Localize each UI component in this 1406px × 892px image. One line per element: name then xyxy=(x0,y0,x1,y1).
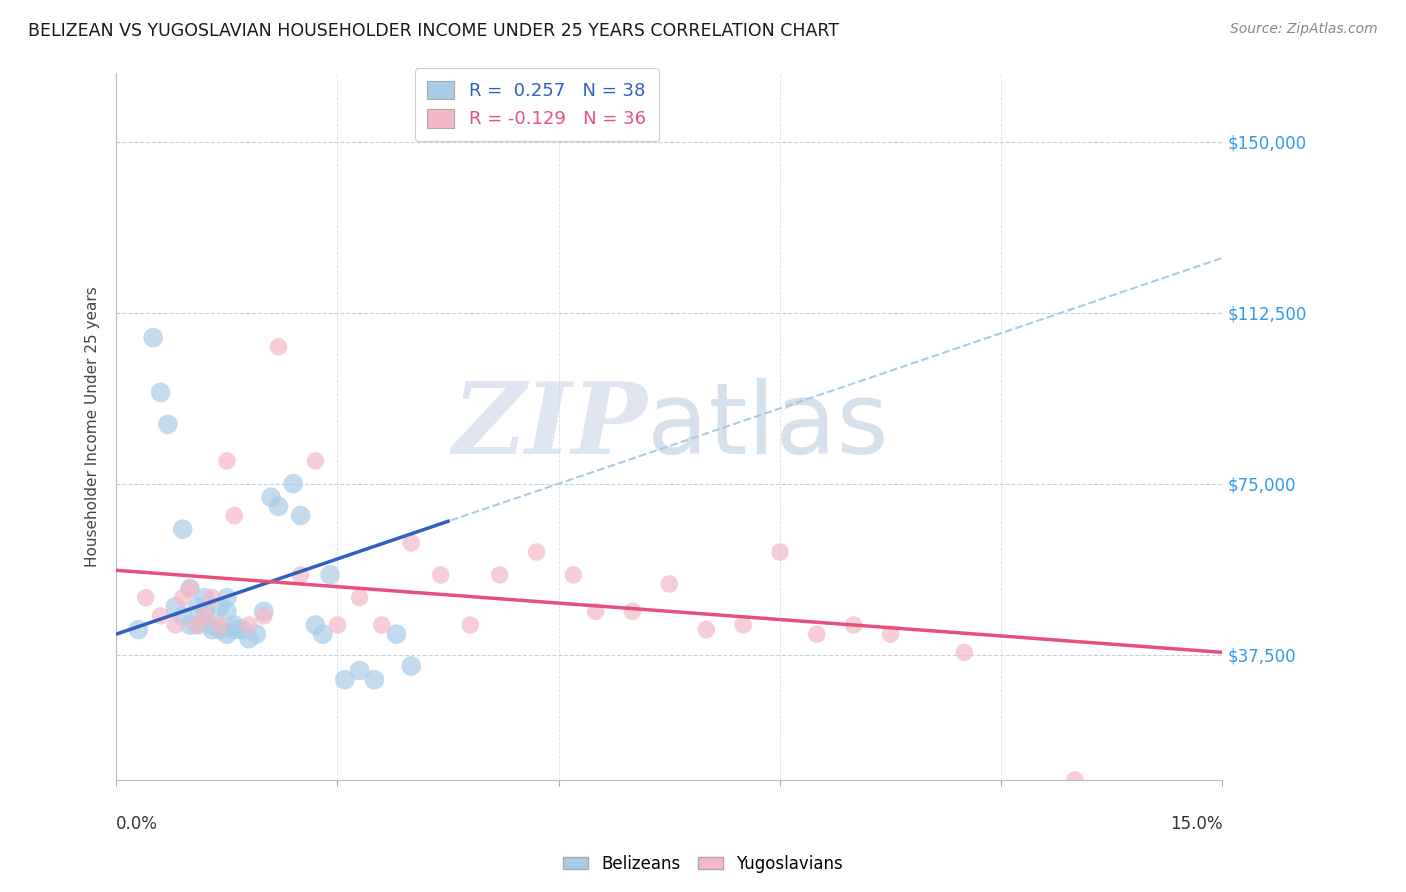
Point xyxy=(429,567,451,582)
Text: atlas: atlas xyxy=(647,378,889,475)
Point xyxy=(179,582,201,596)
Point xyxy=(326,618,349,632)
Point xyxy=(526,545,548,559)
Point xyxy=(585,604,607,618)
Point xyxy=(267,340,290,354)
Point xyxy=(399,536,422,550)
Point xyxy=(267,500,290,514)
Point xyxy=(127,623,149,637)
Point xyxy=(194,604,217,618)
Point xyxy=(142,331,165,345)
Point xyxy=(172,591,194,605)
Point xyxy=(172,608,194,623)
Point xyxy=(562,567,585,582)
Point xyxy=(842,618,865,632)
Point xyxy=(363,673,385,687)
Text: BELIZEAN VS YUGOSLAVIAN HOUSEHOLDER INCOME UNDER 25 YEARS CORRELATION CHART: BELIZEAN VS YUGOSLAVIAN HOUSEHOLDER INCO… xyxy=(28,22,839,40)
Point xyxy=(953,645,976,659)
Point xyxy=(879,627,901,641)
Point xyxy=(253,604,276,618)
Point xyxy=(260,491,283,505)
Point xyxy=(215,591,238,605)
Text: ZIP: ZIP xyxy=(453,378,647,475)
Point xyxy=(333,673,356,687)
Point xyxy=(238,618,260,632)
Point xyxy=(488,567,510,582)
Point xyxy=(385,627,408,641)
Point xyxy=(283,476,305,491)
Point xyxy=(458,618,481,632)
Point xyxy=(231,623,253,637)
Point xyxy=(201,618,224,632)
Point xyxy=(149,385,172,400)
Point xyxy=(290,567,312,582)
Point xyxy=(290,508,312,523)
Point xyxy=(349,664,371,678)
Point xyxy=(179,618,201,632)
Text: Source: ZipAtlas.com: Source: ZipAtlas.com xyxy=(1230,22,1378,37)
Point xyxy=(149,608,172,623)
Point xyxy=(695,623,717,637)
Point xyxy=(172,522,194,536)
Point xyxy=(215,604,238,618)
Point xyxy=(194,591,217,605)
Point xyxy=(253,608,276,623)
Point xyxy=(208,618,231,632)
Point xyxy=(156,417,179,432)
Point xyxy=(135,591,157,605)
Point xyxy=(186,618,208,632)
Point xyxy=(349,591,371,605)
Point xyxy=(186,599,208,614)
Y-axis label: Householder Income Under 25 years: Householder Income Under 25 years xyxy=(86,286,100,567)
Legend: Belizeans, Yugoslavians: Belizeans, Yugoslavians xyxy=(557,848,849,880)
Point xyxy=(399,659,422,673)
Point xyxy=(304,454,326,468)
Point xyxy=(201,623,224,637)
Point xyxy=(165,599,187,614)
Point xyxy=(224,508,246,523)
Point xyxy=(312,627,335,641)
Point xyxy=(658,577,681,591)
Point xyxy=(186,618,208,632)
Point xyxy=(733,618,755,632)
Point xyxy=(194,608,217,623)
Text: 15.0%: 15.0% xyxy=(1170,815,1222,833)
Point xyxy=(208,599,231,614)
Point xyxy=(245,627,267,641)
Point xyxy=(208,623,231,637)
Text: 0.0%: 0.0% xyxy=(117,815,157,833)
Point xyxy=(179,582,201,596)
Point xyxy=(371,618,394,632)
Legend: R =  0.257   N = 38, R = -0.129   N = 36: R = 0.257 N = 38, R = -0.129 N = 36 xyxy=(415,68,658,141)
Point xyxy=(238,632,260,646)
Point xyxy=(769,545,792,559)
Point xyxy=(1064,773,1087,788)
Point xyxy=(224,618,246,632)
Point xyxy=(224,623,246,637)
Point xyxy=(215,454,238,468)
Point xyxy=(319,567,342,582)
Point xyxy=(806,627,828,641)
Point xyxy=(621,604,644,618)
Point xyxy=(165,618,187,632)
Point xyxy=(201,591,224,605)
Point xyxy=(304,618,326,632)
Point xyxy=(215,627,238,641)
